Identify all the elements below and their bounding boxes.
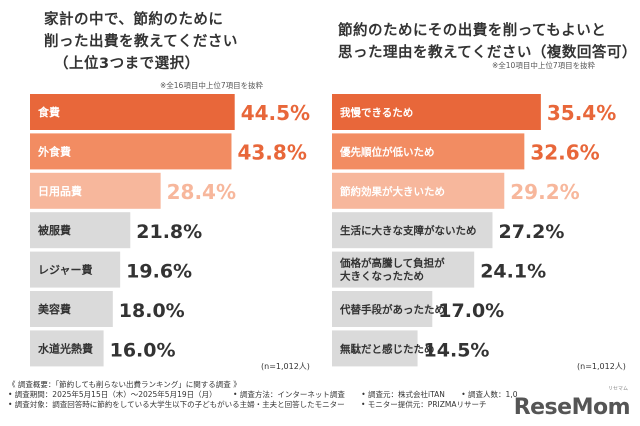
bar-2 bbox=[30, 133, 232, 170]
value-label: 29.2% bbox=[510, 180, 579, 204]
value-label: 32.6% bbox=[530, 140, 599, 164]
survey-period: • 調査期間：2025年5月15日（木）～2025年5月19日（月） bbox=[8, 390, 217, 399]
category-label: 我慢できるため bbox=[340, 106, 413, 119]
bar-1 bbox=[30, 94, 235, 130]
value-label: 27.2% bbox=[498, 221, 564, 243]
right-bar-chart: 我慢できるため 35.4% 優先順位が低いため 32.6% 節約効果が大きいため 29.2… bbox=[332, 94, 616, 367]
survey-row-1: • 調査期間：2025年5月15日（木）～2025年5月19日（月） • 調査方… bbox=[8, 390, 632, 400]
category-label: 生活に大きな支障がないため bbox=[340, 224, 477, 237]
value-label: 24.1% bbox=[480, 261, 546, 283]
bar-2 bbox=[332, 133, 525, 170]
survey-header: 《 調査概要：「節約しても削らない出費ランキング」に関する調査 》 bbox=[8, 380, 241, 389]
left-chart-note: ※全16項目中上位7項目を抜粋 bbox=[160, 81, 264, 90]
survey-method: • 調査方法：インターネット調査 bbox=[233, 390, 345, 399]
left-chart-title: 家計の中で、節約のために 削った出費を教えてください （上位3つまで選択） bbox=[44, 9, 314, 75]
right-chart-note: ※全10項目中上位7項目を抜粋 bbox=[492, 61, 596, 70]
category-label-cont: 大きくなったため bbox=[340, 270, 424, 283]
bar-3 bbox=[332, 172, 505, 209]
value-label: 43.8% bbox=[237, 140, 306, 164]
survey-row-2: • 調査対象：調査回答時に節約をしている大学生以下の子どもがいる主婦・主夫と回答… bbox=[8, 400, 632, 410]
left-title-line-3: （上位3つまで選択） bbox=[54, 56, 200, 72]
category-label: 食費 bbox=[38, 105, 60, 119]
bar-4 bbox=[332, 212, 493, 249]
survey-people: • 調査人数：1,0 bbox=[461, 390, 518, 399]
bar-3 bbox=[30, 172, 161, 209]
left-title-line-2: 削った出費を教えてください bbox=[44, 34, 238, 50]
left-n-label: (n=1,012人) bbox=[261, 362, 310, 371]
bar-7 bbox=[332, 330, 418, 367]
value-label: 14.5% bbox=[424, 339, 490, 361]
category-label: 価格が高騰して負担が bbox=[339, 257, 445, 270]
value-label: 19.6% bbox=[126, 261, 192, 283]
category-label: 日用品費 bbox=[38, 184, 82, 198]
value-label: 16.0% bbox=[110, 339, 176, 361]
survey-org: • 調査元：株式会社iTAN bbox=[361, 390, 445, 399]
bar-4 bbox=[30, 212, 131, 249]
bar-6 bbox=[30, 291, 113, 327]
survey-provider: • モニター提供元：PRIZMAリサーチ bbox=[360, 400, 487, 409]
bar-5 bbox=[332, 251, 475, 288]
value-label: 35.4% bbox=[547, 101, 616, 125]
value-label: 44.5% bbox=[241, 101, 310, 125]
logo-subtext: リセマム bbox=[607, 386, 628, 392]
value-label: 28.4% bbox=[167, 180, 236, 204]
bar-7 bbox=[30, 330, 104, 367]
category-label: 水道光熱費 bbox=[38, 341, 93, 355]
right-title-line-2: 思った理由を教えてください（複数回答可） bbox=[338, 45, 637, 61]
category-label: レジャー費 bbox=[38, 263, 92, 277]
right-chart-panel: 節約のためにその出費を削ってもよいと 思った理由を教えてください（複数回答可） … bbox=[320, 0, 640, 380]
bar-5 bbox=[30, 251, 121, 288]
category-label: 外食費 bbox=[37, 144, 71, 158]
right-n-label: (n=1,012人) bbox=[577, 362, 626, 371]
resemom-logo: ReseMom bbox=[513, 395, 631, 420]
bar-1 bbox=[332, 94, 541, 130]
category-label: 被服費 bbox=[38, 223, 71, 237]
category-label: 優先順位が低いため bbox=[339, 145, 435, 158]
survey-overview: 《 調査概要：「節約しても削らない出費ランキング」に関する調査 》 • 調査期間… bbox=[8, 380, 632, 424]
category-label: 代替手段があったため bbox=[339, 303, 445, 316]
category-label: 節約効果が大きいため bbox=[339, 185, 445, 198]
category-label: 無駄だと感じたため bbox=[340, 342, 435, 355]
left-chart-panel: 家計の中で、節約のために 削った出費を教えてください （上位3つまで選択） ※全… bbox=[0, 0, 320, 380]
left-bar-chart: 食費 44.5% 外食費 43.8% 日用品費 28.4% 被服費 21.8% レジャー費 19.… bbox=[30, 94, 310, 367]
left-title-line-1: 家計の中で、節約のために bbox=[44, 12, 224, 28]
value-label: 21.8% bbox=[136, 221, 202, 243]
value-label: 18.0% bbox=[119, 300, 185, 322]
value-label: 17.0% bbox=[438, 300, 504, 322]
right-chart-title: 節約のためにその出費を削ってもよいと 思った理由を教えてください（複数回答可） bbox=[338, 20, 638, 64]
category-label: 美容費 bbox=[38, 302, 71, 316]
right-title-line-1: 節約のためにその出費を削ってもよいと bbox=[338, 23, 607, 39]
bar-6 bbox=[332, 291, 433, 327]
survey-target: • 調査対象：調査回答時に節約をしている大学生以下の子どもがいる主婦・主夫と回答… bbox=[8, 400, 345, 409]
